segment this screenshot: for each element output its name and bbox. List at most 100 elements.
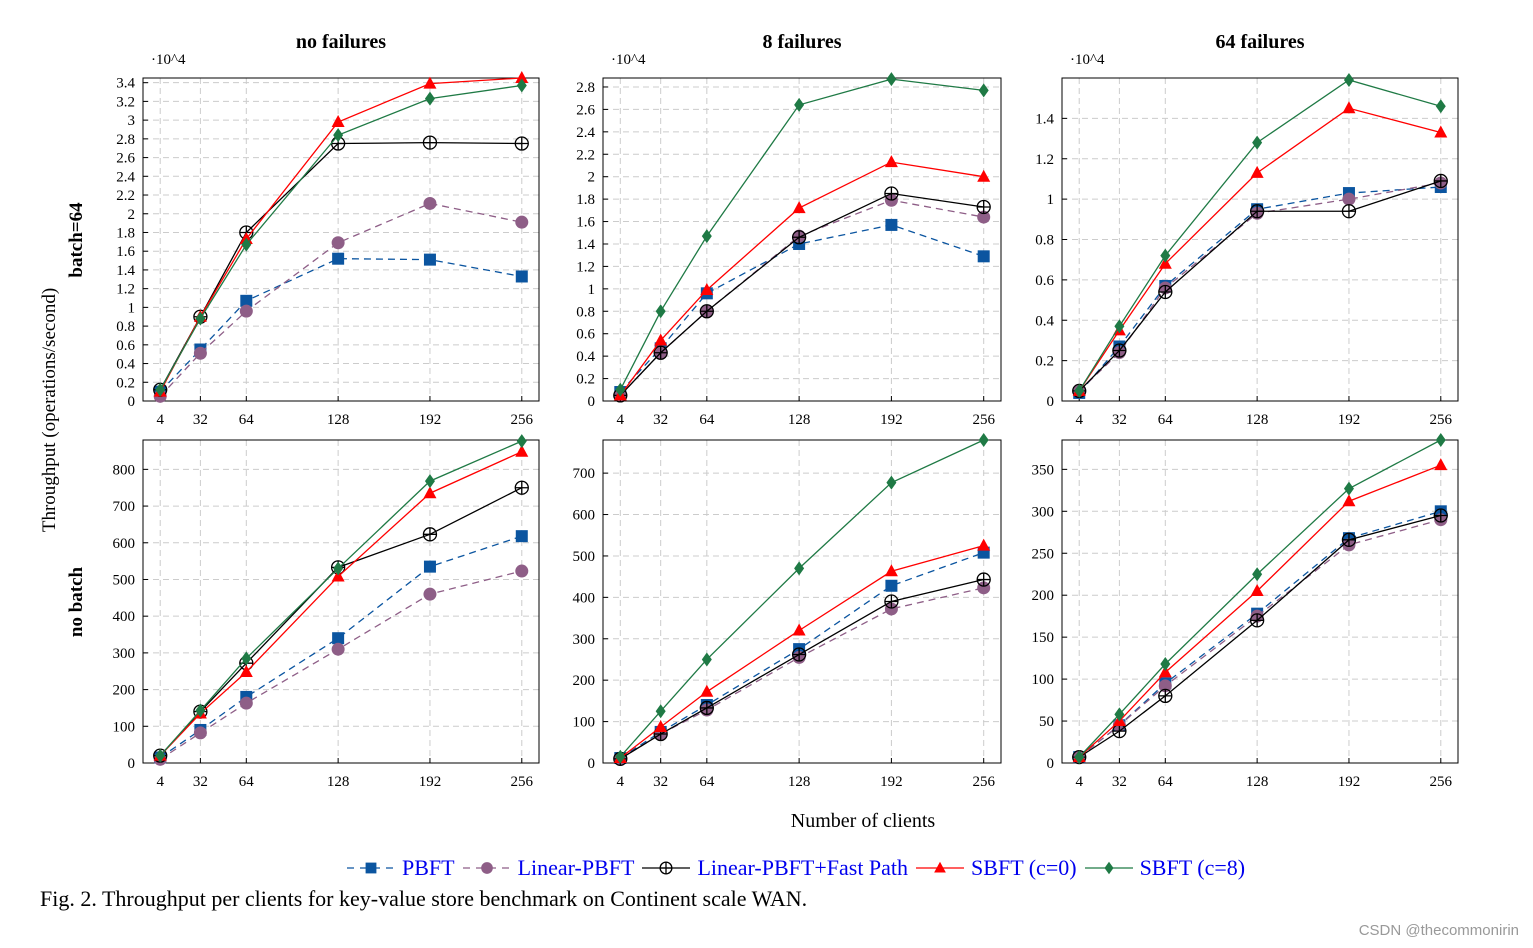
y-tick-label: 100	[573, 715, 596, 731]
data-point	[239, 304, 253, 318]
series-oplus	[613, 572, 991, 767]
data-point	[515, 71, 529, 83]
oplus-cross	[792, 648, 806, 662]
x-tick-label: 128	[327, 412, 350, 428]
data-point	[514, 480, 529, 495]
data-point	[1341, 532, 1357, 547]
y-tick-label: 1	[1047, 192, 1055, 208]
y-tick-label: 0.6	[116, 338, 135, 354]
data-point	[1160, 657, 1171, 672]
y-tick-label: 1	[588, 282, 596, 298]
oplus-cross	[700, 701, 714, 715]
series-line	[1078, 439, 1442, 758]
legend-item: PBFT	[345, 855, 455, 881]
data-point	[978, 83, 989, 98]
data-point	[422, 527, 438, 542]
series-line	[619, 224, 984, 393]
data-point	[700, 684, 714, 697]
data-point	[1343, 481, 1354, 496]
series-diamond	[615, 72, 989, 397]
legend-marker	[1104, 861, 1114, 875]
y-axis-label: Throughput (operations/second)	[39, 287, 60, 533]
data-point	[1158, 256, 1172, 269]
series-oplus	[153, 480, 529, 763]
y-tick-label: 1.6	[576, 215, 595, 231]
x-tick-label: 32	[193, 774, 208, 790]
oplus-cross	[660, 862, 673, 874]
oplus-cross	[1112, 344, 1126, 358]
y-tick-label: 300	[573, 632, 596, 648]
data-point	[1074, 383, 1085, 398]
y-tick-label: 0.8	[576, 304, 595, 320]
legend-triangle-icon	[916, 861, 965, 873]
data-point	[1112, 343, 1127, 358]
subplot-title: 64 failures	[1215, 31, 1304, 53]
y-tick-label: 0	[1047, 756, 1055, 772]
y-tick-label: 3.4	[116, 76, 135, 92]
data-point	[1434, 458, 1448, 471]
data-point	[1435, 433, 1446, 447]
series-line	[1078, 180, 1441, 392]
oplus-cross	[1112, 724, 1126, 738]
y-tick-label: 300	[1032, 504, 1055, 520]
x-tick-label: 192	[880, 774, 903, 790]
y-tick-label: 0.2	[1035, 354, 1054, 370]
data-point	[976, 572, 991, 587]
data-point	[424, 91, 435, 106]
x-tick-label: 192	[880, 412, 903, 428]
data-point	[885, 218, 898, 231]
x-axis-label: Number of clients	[790, 810, 936, 832]
y-tick-label: 200	[573, 673, 596, 689]
data-point	[239, 696, 253, 710]
data-point	[792, 623, 806, 636]
data-point	[1158, 284, 1173, 300]
y-tick-label: 600	[113, 536, 136, 552]
data-point	[332, 632, 345, 645]
oplus-cross	[423, 136, 437, 150]
data-point	[423, 76, 437, 89]
subplot-title: 8 failures	[762, 31, 841, 53]
y-tick-label: 2.2	[116, 188, 135, 204]
series-line	[619, 192, 984, 396]
data-point	[701, 229, 712, 244]
x-tick-label: 4	[1075, 412, 1083, 428]
legend-oplus-icon	[642, 861, 691, 875]
data-point	[1114, 707, 1125, 722]
data-point	[884, 155, 898, 168]
oplus-cross	[1342, 204, 1356, 218]
data-point	[615, 382, 626, 397]
data-point	[331, 642, 345, 656]
series-line	[159, 202, 522, 397]
y-tick-label: 2.8	[116, 132, 135, 148]
series-square	[614, 218, 990, 399]
series-line	[619, 78, 984, 391]
data-point	[1158, 688, 1173, 704]
row-label-batch: batch=64	[66, 202, 87, 278]
series-diamond	[1074, 433, 1446, 765]
data-point	[615, 749, 626, 764]
legend-item: SBFT (c=8)	[1083, 855, 1245, 881]
data-point	[333, 128, 344, 143]
y-tick-label: 0	[128, 756, 136, 772]
series-line	[159, 487, 523, 757]
y-multiplier-panel-1: ·10^4	[151, 52, 186, 68]
oplus-cross	[977, 573, 991, 587]
data-point	[241, 651, 252, 666]
subplot-4: 4 32 64 128 192 256 0 100 200 300 400 500 600 700 800	[113, 434, 540, 790]
y-tick-label: 1.2	[116, 282, 135, 298]
x-tick-label: 4	[156, 412, 164, 428]
data-point	[1435, 99, 1446, 114]
x-tick-label: 4	[617, 412, 625, 428]
data-point	[700, 282, 714, 295]
series-line	[1078, 107, 1441, 392]
oplus-cross	[515, 137, 529, 151]
data-point	[423, 196, 437, 210]
series-line	[159, 570, 522, 760]
series-line	[1078, 182, 1441, 392]
legend-label: Linear-PBFT	[517, 855, 635, 880]
plot-frame	[602, 77, 1002, 402]
x-tick-label: 64	[239, 774, 255, 790]
y-tick-label: 2.2	[576, 147, 595, 163]
series-triangle	[613, 538, 991, 764]
oplus-cross	[1250, 204, 1264, 218]
